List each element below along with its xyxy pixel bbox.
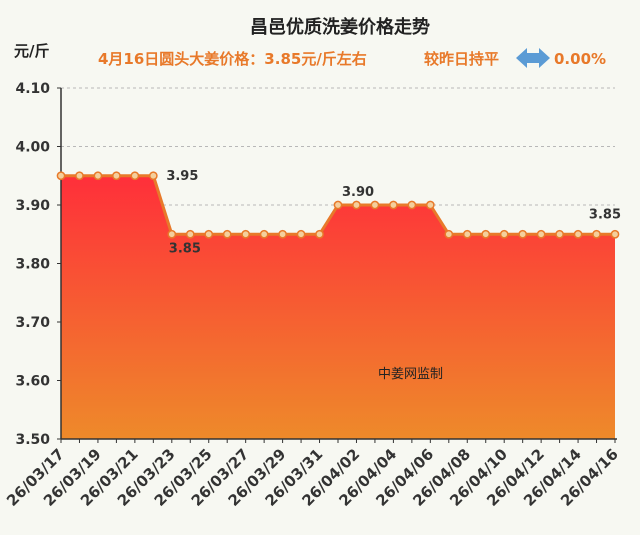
double-arrow-icon <box>516 48 550 68</box>
y-tick-label: 3.50 <box>15 432 50 448</box>
data-point <box>592 229 601 239</box>
data-point <box>241 229 251 239</box>
data-point <box>518 229 528 239</box>
data-point <box>536 229 546 239</box>
y-axis-label: 元/斤 <box>14 42 49 60</box>
data-points <box>56 171 620 239</box>
y-tick-labels: 3.50 3.60 3.70 3.80 3.90 4.00 4.10 <box>15 81 50 448</box>
data-point <box>148 171 158 181</box>
y-tick-label: 4.10 <box>15 81 50 97</box>
data-label: 3.85 <box>589 207 621 222</box>
y-tick-label: 3.90 <box>15 198 50 214</box>
data-point <box>555 229 564 239</box>
data-point <box>259 229 269 239</box>
data-point <box>462 229 472 239</box>
data-label: 3.90 <box>342 185 374 200</box>
data-point <box>278 229 287 239</box>
data-point <box>370 200 380 210</box>
y-tick-label: 3.80 <box>15 257 50 273</box>
area-fill-layer <box>61 175 615 439</box>
data-point <box>75 171 84 181</box>
data-point <box>573 229 583 239</box>
data-point <box>296 229 306 239</box>
data-point <box>407 200 417 210</box>
data-point <box>185 229 195 239</box>
data-point <box>425 200 435 210</box>
watermark-annotation: 中姜网监制 <box>378 367 443 382</box>
data-point <box>204 229 214 239</box>
axes <box>57 87 617 443</box>
data-point <box>56 171 66 181</box>
data-labels: 3.95 3.85 3.90 3.85 <box>166 169 621 257</box>
data-label: 3.85 <box>169 241 201 256</box>
y-tick-label: 3.60 <box>15 374 50 390</box>
data-point <box>352 200 361 210</box>
data-point <box>112 171 121 181</box>
data-point <box>610 229 620 239</box>
chart-title: 昌邑优质洗姜价格走势 <box>250 16 430 38</box>
y-tick-label: 4.00 <box>15 140 50 156</box>
data-point <box>444 229 454 239</box>
data-point <box>499 229 509 239</box>
data-point <box>167 229 177 239</box>
price-subtitle: 4月16日圆头大姜价格：3.85元/斤左右 <box>98 50 367 68</box>
data-point <box>389 200 398 210</box>
data-point <box>315 229 324 239</box>
data-point <box>481 229 491 239</box>
data-point <box>93 171 103 181</box>
change-percent: 0.00% <box>554 50 606 68</box>
y-tick-label: 3.70 <box>15 315 50 331</box>
data-point <box>333 200 343 210</box>
area-fill <box>61 175 615 439</box>
data-point <box>130 171 140 181</box>
x-tick-labels: 26/03/1726/03/1926/03/2126/03/2326/03/25… <box>3 445 622 510</box>
data-point <box>222 229 232 239</box>
compare-text: 较昨日持平 <box>424 50 499 68</box>
data-label: 3.95 <box>166 169 198 184</box>
